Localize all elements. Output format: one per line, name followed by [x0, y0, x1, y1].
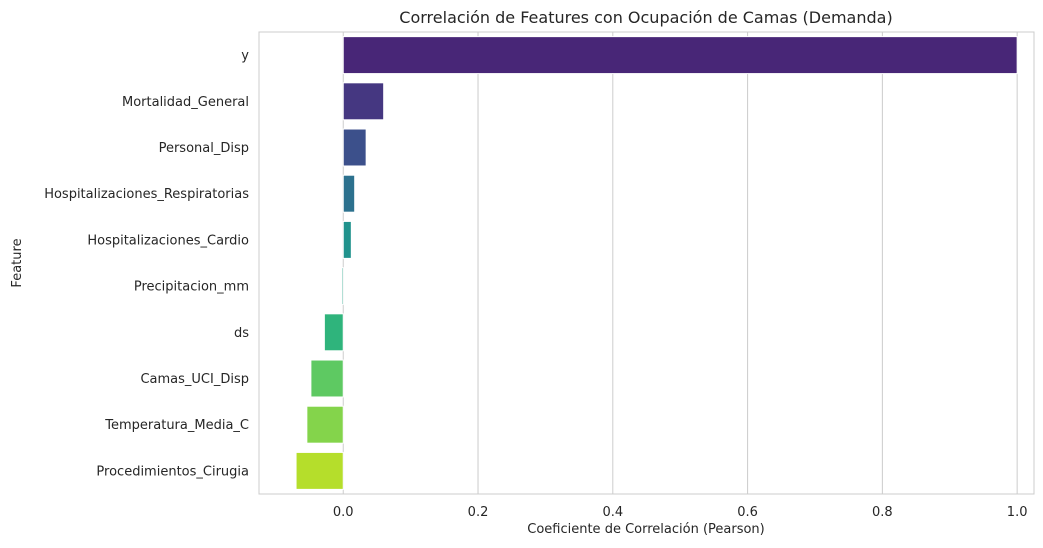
x-tick-label: 0.4 — [602, 505, 623, 520]
y-tick-labels: y Mortalidad_General Personal_Disp Hospital… — [44, 49, 249, 480]
chart-title: Correlación de Features con Ocupación de… — [399, 8, 892, 27]
y-tick-label: Precipitacion_mm — [134, 280, 249, 295]
bar — [342, 128, 367, 167]
y-tick-label: ds — [234, 326, 249, 341]
y-tick-label: Hospitalizaciones_Respiratorias — [44, 187, 249, 202]
x-tick-label: 1.0 — [1007, 505, 1028, 520]
y-axis-label: Feature — [10, 238, 25, 287]
bars-layer — [295, 36, 1018, 490]
x-tick-label: 0.0 — [333, 505, 354, 520]
bar — [342, 220, 352, 259]
y-tick-label: Procedimientos_Cirugia — [96, 464, 249, 479]
x-tick-label: 0.6 — [737, 505, 758, 520]
bar — [306, 405, 344, 444]
y-tick-label: Camas_UCI_Disp — [140, 372, 249, 387]
x-axis-label: Coeficiente de Correlación (Pearson) — [527, 522, 765, 537]
y-tick-label: y — [241, 49, 249, 64]
plot-frame — [258, 31, 1035, 495]
x-tick-label: 0.2 — [468, 505, 489, 520]
bar — [295, 451, 344, 490]
bar — [342, 36, 1018, 75]
bar — [341, 267, 344, 306]
y-tick-label: Temperatura_Media_C — [104, 418, 249, 433]
x-tick-label: 0.8 — [872, 505, 893, 520]
grid-layer — [342, 32, 1018, 494]
bar — [342, 174, 356, 213]
x-tick-labels: 0.0 0.2 0.4 0.6 0.8 1.0 — [333, 505, 1028, 520]
bar — [323, 313, 344, 352]
y-tick-label: Mortalidad_General — [122, 95, 249, 110]
y-tick-label: Hospitalizaciones_Cardio — [87, 233, 249, 248]
bar — [342, 82, 385, 121]
bar — [310, 359, 344, 398]
y-tick-label: Personal_Disp — [159, 141, 249, 156]
